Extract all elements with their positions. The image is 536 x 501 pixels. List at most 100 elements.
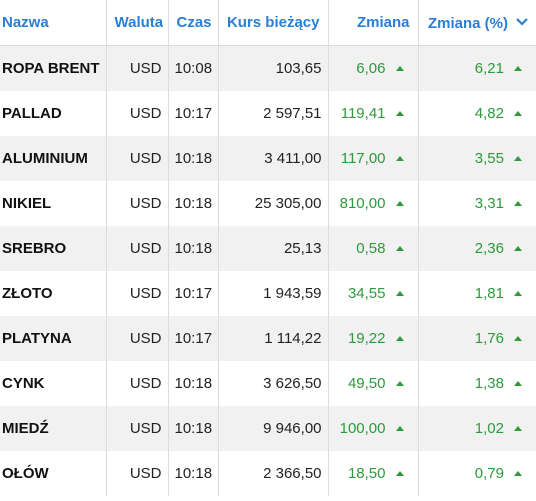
header-time[interactable]: Czas: [168, 0, 219, 46]
time-cell: 10:17: [168, 316, 219, 361]
table-row[interactable]: NIKIEL USD 10:18 25 305,00 810,00 3,31: [0, 181, 536, 226]
commodity-name: CYNK: [0, 361, 107, 406]
change-cell-value: 0,58: [356, 240, 386, 257]
commodity-name: OŁÓW: [0, 451, 107, 496]
table-row[interactable]: PLATYNA USD 10:17 1 114,22 19,22 1,76: [0, 316, 536, 361]
currency-cell: USD: [106, 226, 169, 271]
change-cell: 18,50: [328, 451, 419, 496]
commodity-name-value: ZŁOTO: [2, 285, 53, 302]
change-pct-cell: 0,79: [418, 451, 536, 496]
up-arrow-icon: [395, 471, 404, 476]
change-pct-cell-value: 0,79: [474, 465, 504, 482]
price-cell-value: 25 305,00: [254, 195, 322, 212]
table-row[interactable]: SREBRO USD 10:18 25,13 0,58 2,36: [0, 226, 536, 271]
currency-cell-value: USD: [129, 60, 162, 77]
time-cell-value: 10:17: [174, 330, 213, 347]
change-cell-value: 100,00: [339, 420, 386, 437]
table-row[interactable]: PALLAD USD 10:17 2 597,51 119,41 4,82: [0, 91, 536, 136]
up-arrow-icon: [514, 471, 522, 476]
commodity-name: ZŁOTO: [0, 271, 107, 316]
change-pct-cell: 1,02: [418, 406, 536, 451]
up-arrow-icon: [395, 426, 404, 431]
price-cell-value: 1 943,59: [263, 285, 322, 302]
time-cell: 10:08: [168, 45, 219, 91]
change-pct-cell-value: 6,21: [474, 60, 504, 77]
change-cell-value: 49,50: [347, 375, 386, 392]
header-currency[interactable]: Waluta: [106, 0, 169, 46]
up-arrow-icon: [514, 336, 522, 341]
change-cell: 34,55: [328, 271, 419, 316]
table-row[interactable]: MIEDŹ USD 10:18 9 946,00 100,00 1,02: [0, 406, 536, 451]
currency-cell: USD: [106, 316, 169, 361]
up-arrow-icon: [395, 66, 404, 71]
change-cell: 119,41: [328, 91, 419, 136]
change-pct-cell-value: 1,38: [474, 375, 504, 392]
change-pct-cell-value: 1,81: [474, 285, 504, 302]
change-cell-value: 18,50: [347, 465, 386, 482]
up-arrow-icon: [514, 201, 522, 206]
currency-cell: USD: [106, 136, 169, 181]
change-pct-cell-value: 4,82: [474, 105, 504, 122]
up-arrow-icon: [514, 156, 522, 161]
time-cell-value: 10:18: [174, 420, 213, 437]
up-arrow-icon: [514, 246, 522, 251]
time-cell: 10:18: [168, 181, 219, 226]
commodity-name-value: ROPA BRENT: [2, 60, 100, 77]
up-arrow-icon: [395, 381, 404, 386]
up-arrow-icon: [395, 156, 404, 161]
time-cell-value: 10:18: [174, 375, 213, 392]
header-name[interactable]: Nazwa: [0, 0, 107, 46]
currency-cell-value: USD: [129, 375, 162, 392]
change-cell: 810,00: [328, 181, 419, 226]
price-cell-value: 3 626,50: [263, 375, 322, 392]
currency-cell: USD: [106, 271, 169, 316]
commodity-name: MIEDŹ: [0, 406, 107, 451]
currency-cell: USD: [106, 361, 169, 406]
currency-cell-value: USD: [129, 465, 162, 482]
change-pct-cell: 6,21: [418, 45, 536, 91]
table-row[interactable]: CYNK USD 10:18 3 626,50 49,50 1,38: [0, 361, 536, 406]
table-row[interactable]: OŁÓW USD 10:18 2 366,50 18,50 0,79: [0, 451, 536, 496]
header-price[interactable]: Kurs bieżący: [218, 0, 329, 46]
time-cell: 10:17: [168, 271, 219, 316]
change-pct-cell: 1,81: [418, 271, 536, 316]
chevron-down-icon[interactable]: [516, 13, 528, 30]
change-pct-cell: 3,31: [418, 181, 536, 226]
currency-cell: USD: [106, 451, 169, 496]
up-arrow-icon: [514, 66, 522, 71]
commodity-name: SREBRO: [0, 226, 107, 271]
table-row[interactable]: ZŁOTO USD 10:17 1 943,59 34,55 1,81: [0, 271, 536, 316]
price-cell-value: 25,13: [283, 240, 322, 257]
price-cell: 1 114,22: [218, 316, 329, 361]
change-cell-value: 6,06: [356, 60, 386, 77]
change-pct-cell-value: 1,76: [474, 330, 504, 347]
time-cell: 10:18: [168, 226, 219, 271]
up-arrow-icon: [395, 336, 404, 341]
price-cell: 3 411,00: [218, 136, 329, 181]
table-row[interactable]: ROPA BRENT USD 10:08 103,65 6,06 6,21: [0, 45, 536, 91]
currency-cell: USD: [106, 406, 169, 451]
change-pct-cell-value: 1,02: [474, 420, 504, 437]
up-arrow-icon: [395, 246, 404, 251]
currency-cell-value: USD: [129, 420, 162, 437]
change-cell: 6,06: [328, 45, 419, 91]
change-pct-cell-value: 3,55: [474, 150, 504, 167]
commodity-name-value: OŁÓW: [2, 465, 49, 482]
change-pct-cell: 1,76: [418, 316, 536, 361]
price-cell: 2 597,51: [218, 91, 329, 136]
table-header-row: Nazwa Waluta Czas Kurs bieżący Zmiana Zm…: [0, 0, 536, 46]
change-cell-value: 119,41: [340, 105, 386, 122]
change-cell-value: 117,00: [340, 150, 386, 167]
change-cell-value: 34,55: [347, 285, 386, 302]
header-change[interactable]: Zmiana: [328, 0, 419, 46]
header-change-pct[interactable]: Zmiana (%): [418, 0, 536, 46]
currency-cell-value: USD: [129, 150, 162, 167]
time-cell: 10:18: [168, 136, 219, 181]
currency-cell: USD: [106, 181, 169, 226]
table-row[interactable]: ALUMINIUM USD 10:18 3 411,00 117,00 3,55: [0, 136, 536, 181]
commodity-name: ROPA BRENT: [0, 45, 107, 91]
price-cell-value: 1 114,22: [264, 330, 322, 347]
change-cell-value: 19,22: [347, 330, 386, 347]
change-pct-cell: 1,38: [418, 361, 536, 406]
currency-cell: USD: [106, 45, 169, 91]
